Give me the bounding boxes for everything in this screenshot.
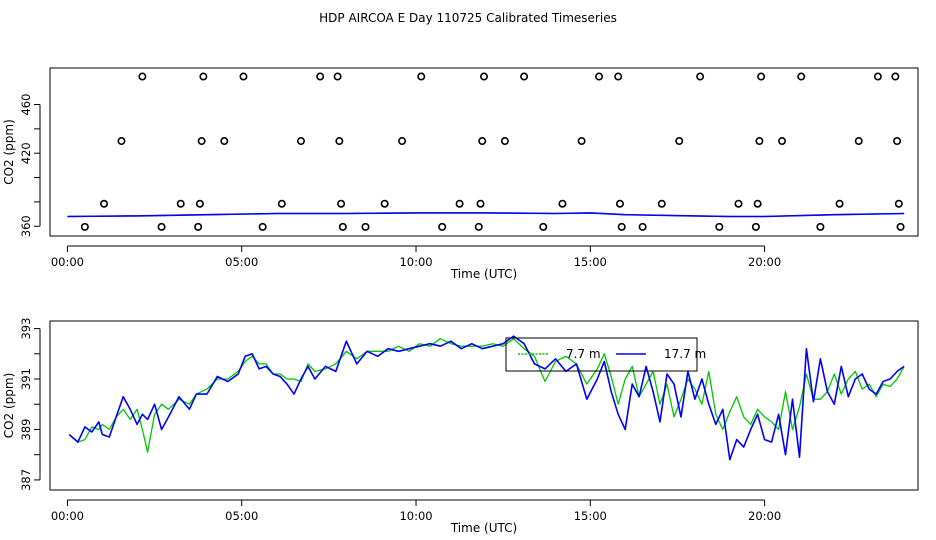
- data-point: [751, 222, 760, 231]
- data-point: [338, 222, 347, 231]
- series-line: [67, 212, 905, 218]
- data-point: [296, 137, 305, 146]
- data-point: [194, 222, 203, 231]
- x-tick-label: 00:00: [51, 509, 84, 523]
- data-point: [558, 199, 567, 208]
- data-point: [675, 137, 684, 146]
- data-point: [333, 72, 342, 81]
- data-point: [277, 199, 286, 208]
- data-point: [797, 72, 806, 81]
- data-point: [80, 222, 89, 231]
- data-point: [476, 199, 485, 208]
- data-point: [479, 72, 488, 81]
- data-point: [614, 72, 623, 81]
- data-point: [896, 222, 905, 231]
- y-axis-label: CO2 (ppm): [2, 119, 16, 185]
- data-point: [199, 72, 208, 81]
- data-point: [617, 222, 626, 231]
- x-tick-label: 00:00: [51, 255, 84, 269]
- data-point: [335, 137, 344, 146]
- data-point: [316, 72, 325, 81]
- data-point: [500, 137, 509, 146]
- x-axis-label: Time (UTC): [450, 267, 517, 281]
- x-tick-label: 10:00: [399, 255, 432, 269]
- x-tick-label: 15:00: [574, 509, 607, 523]
- data-point: [891, 72, 900, 81]
- data-point: [577, 137, 586, 146]
- data-point: [100, 199, 109, 208]
- data-point: [398, 137, 407, 146]
- data-point: [337, 199, 346, 208]
- y-tick-label: 387: [19, 469, 33, 491]
- y-tick-label: 389: [19, 418, 33, 440]
- data-point: [455, 199, 464, 208]
- data-point: [438, 222, 447, 231]
- data-point: [893, 137, 902, 146]
- x-tick-label: 15:00: [574, 255, 607, 269]
- x-tick-label: 10:00: [399, 509, 432, 523]
- data-point: [197, 137, 206, 146]
- data-point: [715, 222, 724, 231]
- data-point: [239, 72, 248, 81]
- data-point: [753, 199, 762, 208]
- y-tick-label: 360: [19, 215, 33, 237]
- data-point: [520, 72, 529, 81]
- data-point: [638, 222, 647, 231]
- data-point: [361, 222, 370, 231]
- data-point: [657, 199, 666, 208]
- data-point: [176, 199, 185, 208]
- data-point: [835, 199, 844, 208]
- plot-frame: [49, 320, 919, 491]
- data-point: [380, 199, 389, 208]
- data-point: [894, 199, 903, 208]
- data-point: [220, 137, 229, 146]
- data-point: [417, 72, 426, 81]
- top-panel: 00:00 05:00 10:00 15:00 20:00 Time (UTC) 360 42…: [2, 67, 919, 281]
- data-point: [138, 72, 147, 81]
- data-point: [816, 222, 825, 231]
- x-tick-label: 20:00: [748, 255, 781, 269]
- data-point: [157, 222, 166, 231]
- page-title: HDP AIRCOA E Day 110725 Calibrated Times…: [319, 11, 617, 25]
- data-point: [778, 137, 787, 146]
- data-point: [478, 137, 487, 146]
- legend-label: 7.7 m: [566, 347, 601, 361]
- data-point: [696, 72, 705, 81]
- data-point: [195, 199, 204, 208]
- y-tick-label: 460: [19, 94, 33, 116]
- y-tick-label: 391: [19, 368, 33, 390]
- x-tick-label: 05:00: [225, 255, 258, 269]
- data-point: [873, 72, 882, 81]
- data-point: [615, 199, 624, 208]
- data-point: [734, 199, 743, 208]
- series-line: [68, 338, 905, 453]
- y-tick-label: 393: [19, 318, 33, 340]
- legend-label: 17.7 m: [664, 347, 706, 361]
- data-point: [854, 137, 863, 146]
- data-point: [755, 137, 764, 146]
- x-tick-label: 20:00: [748, 509, 781, 523]
- x-tick-label: 05:00: [225, 509, 258, 523]
- data-point: [539, 222, 548, 231]
- plot-frame: [49, 67, 919, 237]
- y-tick-label: 420: [19, 142, 33, 164]
- data-point: [757, 72, 766, 81]
- x-axis-label: Time (UTC): [450, 521, 517, 535]
- y-axis-label: CO2 (ppm): [2, 373, 16, 439]
- data-point: [258, 222, 267, 231]
- legend-box: [505, 337, 698, 372]
- data-point: [474, 222, 483, 231]
- data-point: [117, 137, 126, 146]
- bottom-panel: 00:00 05:00 10:00 15:00 20:00 Time (UTC) 387 38…: [2, 318, 919, 535]
- data-point: [595, 72, 604, 81]
- series-line: [68, 335, 905, 461]
